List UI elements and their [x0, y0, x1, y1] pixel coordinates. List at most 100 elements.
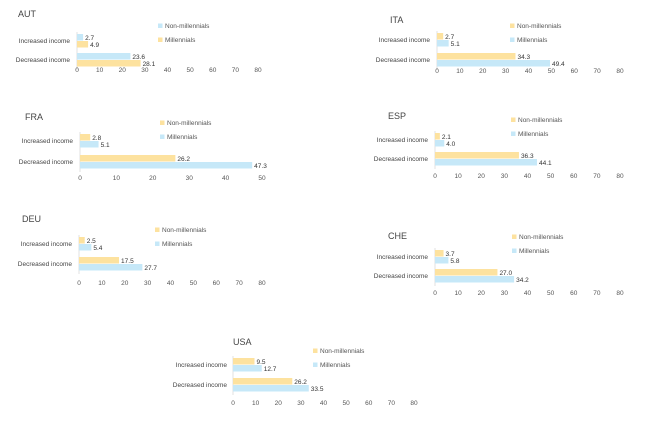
data-label: 9.5: [256, 359, 265, 366]
data-label: 5.1: [451, 41, 460, 48]
legend-swatch: [158, 37, 163, 42]
x-tick-label: 40: [524, 290, 532, 297]
bar-millennials-increased-income: [77, 41, 89, 48]
chart-title: AUT: [18, 9, 37, 19]
x-tick-label: 20: [478, 173, 486, 180]
bar-millennials-increased-income: [80, 141, 99, 148]
data-label: 3.7: [446, 251, 455, 258]
category-label: Increased income: [377, 137, 429, 144]
legend-swatch: [512, 234, 517, 239]
data-label: 5.1: [101, 142, 110, 149]
x-tick-label: 10: [98, 280, 106, 287]
x-tick-label: 20: [275, 400, 283, 407]
bar-millennials-decreased-income: [233, 385, 309, 392]
chart-panel-esp: ESP Increased income 2.14.0 Decreased incom…: [374, 111, 624, 180]
chart-title: CHE: [388, 231, 407, 241]
x-tick-label: 0: [435, 68, 439, 75]
bar-non-millennials-increased-income: [77, 34, 84, 41]
data-label: 2.8: [92, 135, 101, 142]
legend-label: Millennials: [165, 37, 196, 44]
bar-millennials-decreased-income: [79, 264, 143, 271]
legend-label: Non-millennials: [162, 227, 207, 234]
data-label: 34.3: [517, 54, 530, 61]
legend-label: Millennials: [167, 134, 198, 141]
chart-title: FRA: [25, 112, 43, 122]
data-label: 12.7: [264, 366, 277, 373]
legend-label: Non-millennials: [517, 23, 562, 30]
data-label: 2.5: [87, 238, 96, 245]
chart-title: ITA: [390, 15, 403, 25]
legend-label: Non-millennials: [167, 120, 212, 127]
x-tick-label: 0: [78, 175, 82, 182]
x-tick-label: 60: [213, 280, 221, 287]
x-tick-label: 30: [144, 280, 152, 287]
data-label: 27.0: [499, 270, 512, 277]
legend-label: Millennials: [518, 131, 549, 138]
legend-swatch: [512, 248, 517, 253]
x-tick-label: 10: [113, 175, 121, 182]
x-tick-label: 30: [501, 173, 509, 180]
bar-millennials-decreased-income: [80, 162, 253, 169]
bar-millennials-increased-income: [435, 140, 445, 147]
x-tick-label: 60: [570, 290, 578, 297]
x-tick-label: 30: [186, 175, 194, 182]
x-tick-label: 20: [479, 68, 487, 75]
category-label: Increased income: [21, 241, 73, 248]
data-label: 2.1: [442, 134, 451, 141]
legend-swatch: [155, 227, 160, 232]
category-label: Decreased income: [374, 273, 429, 280]
chart-panel-aut: AUT Increased income 2.74.9 Decreased incom…: [16, 9, 262, 74]
bar-non-millennials-increased-income: [80, 134, 91, 141]
data-label: 4.0: [446, 141, 455, 148]
chart-panel-che: CHE Increased income 3.75.8 Decreased incom…: [374, 231, 624, 297]
x-tick-label: 70: [388, 400, 396, 407]
category-label: Decreased income: [376, 57, 431, 64]
data-label: 2.7: [445, 34, 454, 41]
x-tick-label: 30: [297, 400, 305, 407]
bar-non-millennials-decreased-income: [233, 378, 293, 385]
legend-swatch: [313, 362, 318, 367]
x-tick-label: 50: [187, 67, 195, 74]
x-tick-label: 50: [547, 290, 555, 297]
x-tick-label: 10: [96, 67, 104, 74]
x-tick-label: 80: [616, 68, 624, 75]
chart-title: USA: [233, 337, 252, 347]
bar-non-millennials-increased-income: [435, 250, 444, 257]
data-label: 5.8: [450, 258, 459, 265]
bar-non-millennials-increased-income: [233, 358, 255, 365]
x-tick-label: 50: [190, 280, 198, 287]
legend-label: Millennials: [517, 37, 548, 44]
x-tick-label: 20: [478, 290, 486, 297]
x-tick-label: 30: [141, 67, 149, 74]
bar-non-millennials-increased-income: [437, 33, 444, 40]
chart-title: ESP: [388, 111, 406, 121]
x-tick-label: 0: [433, 290, 437, 297]
legend-label: Non-millennials: [519, 234, 564, 241]
x-tick-label: 70: [594, 68, 602, 75]
x-tick-label: 20: [149, 175, 157, 182]
x-tick-label: 20: [121, 280, 129, 287]
x-tick-label: 40: [320, 400, 328, 407]
x-tick-label: 50: [548, 68, 556, 75]
x-tick-label: 30: [502, 68, 510, 75]
legend-swatch: [511, 117, 516, 122]
data-label: 28.1: [143, 61, 156, 68]
data-label: 49.4: [552, 61, 565, 68]
bar-non-millennials-decreased-income: [77, 53, 131, 60]
x-tick-label: 70: [593, 290, 601, 297]
chart-panel-fra: FRA Increased income 2.85.1 Decreased incom…: [19, 112, 267, 182]
x-tick-label: 20: [119, 67, 127, 74]
x-tick-label: 40: [164, 67, 172, 74]
data-label: 33.5: [311, 386, 324, 393]
legend-swatch: [160, 120, 165, 125]
x-tick-label: 40: [525, 68, 533, 75]
category-label: Decreased income: [19, 159, 74, 166]
category-label: Decreased income: [16, 57, 71, 64]
bar-millennials-decreased-income: [435, 276, 515, 283]
bar-millennials-decreased-income: [435, 159, 537, 166]
bar-millennials-increased-income: [437, 40, 449, 47]
x-tick-label: 0: [77, 280, 81, 287]
bar-millennials-increased-income: [435, 257, 449, 264]
x-tick-label: 60: [571, 68, 579, 75]
category-label: Increased income: [176, 362, 228, 369]
